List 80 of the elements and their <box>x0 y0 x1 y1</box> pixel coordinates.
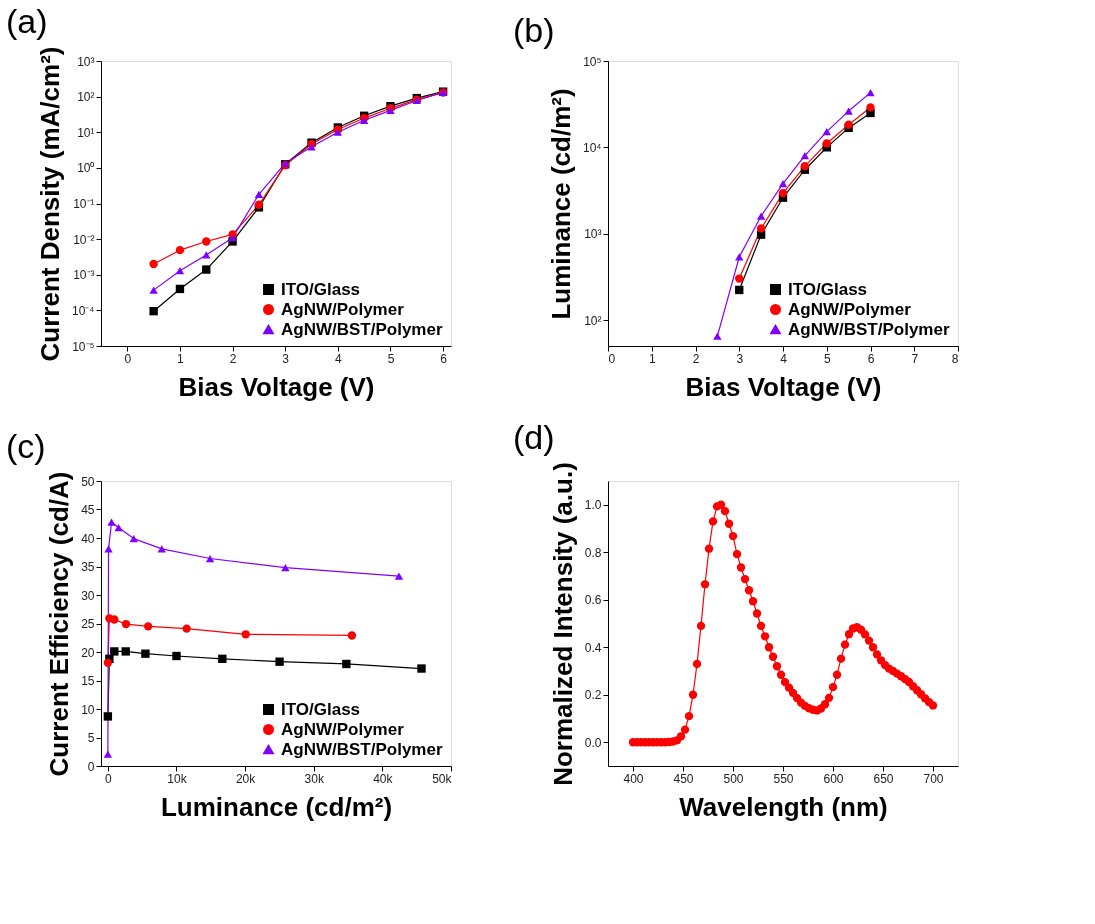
x-axis-title: Wavelength (nm) <box>679 791 888 822</box>
y-tick-label: 15 <box>81 674 95 688</box>
y-axis-title: Luminance (cd/m²) <box>546 88 576 320</box>
y-tick-label: 10⁴ <box>582 140 602 155</box>
legend-label: AgNW/BST/Polymer <box>788 319 950 339</box>
x-tick-label: 600 <box>823 771 844 786</box>
y-tick-label: 10¹ <box>77 125 95 140</box>
legend-label: ITO/Glass <box>281 699 361 719</box>
chart-title: (c) <box>6 427 46 466</box>
y-tick-label: 50 <box>81 474 95 489</box>
x-tick-label: 3 <box>736 351 744 366</box>
legend-label: ITO/Glass <box>281 279 361 299</box>
x-tick-label: 700 <box>923 771 944 786</box>
y-tick-label: 0.8 <box>584 545 602 560</box>
legend-label: AgNW/BST/Polymer <box>281 319 443 339</box>
x-tick-label: 20k <box>235 771 257 786</box>
y-tick-label: 35 <box>81 560 95 574</box>
y-axis-title: Current Density (mA/cm²) <box>35 46 65 362</box>
chart-title: (d) <box>513 417 555 456</box>
x-tick-label: 450 <box>673 771 694 786</box>
y-tick-label: 10³ <box>77 54 95 69</box>
y-tick-label: 10² <box>77 90 95 105</box>
x-axis-title: Bias Voltage (V) <box>685 371 882 402</box>
y-tick-label: 10⁵ <box>583 54 602 69</box>
y-tick-label: 5 <box>87 731 95 745</box>
x-tick-label: 6 <box>440 351 448 366</box>
x-tick-label: 8 <box>951 351 959 366</box>
legend-label: ITO/Glass <box>788 279 868 299</box>
x-axis-title: Luminance (cd/m²) <box>160 791 393 822</box>
x-tick-label: 10k <box>167 771 188 786</box>
x-tick-label: 5 <box>387 351 395 366</box>
x-tick-label: 6 <box>867 351 875 366</box>
y-tick-label: 1.0 <box>584 498 602 513</box>
x-tick-label: 7 <box>911 351 919 366</box>
y-tick-label: 10³ <box>584 227 602 242</box>
x-tick-label: 1 <box>177 351 185 366</box>
x-tick-label: 0 <box>124 351 132 366</box>
y-tick-label: 0.6 <box>584 593 602 608</box>
x-tick-label: 550 <box>773 771 794 786</box>
y-tick-label: 45 <box>81 503 95 517</box>
y-tick-label: 0 <box>87 759 95 774</box>
y-axis-title: Current Efficiency (cd/A) <box>44 471 75 777</box>
x-tick-label: 2 <box>692 351 700 366</box>
x-tick-label: 50k <box>432 771 453 786</box>
y-axis-title: Normalized Intensity (a.u.) <box>547 462 578 786</box>
x-tick-label: 500 <box>723 771 744 786</box>
legend-label: AgNW/Polymer <box>788 299 912 319</box>
y-tick-label: 10⁰ <box>77 161 95 176</box>
y-tick-label: 40 <box>81 531 95 546</box>
y-tick-label: 10⁻⁴ <box>71 303 95 318</box>
x-tick-label: 650 <box>873 771 894 786</box>
y-tick-label: 10⁻³ <box>73 268 95 283</box>
x-axis-title: Bias Voltage (V) <box>178 371 375 402</box>
chart-title: (b) <box>513 11 555 49</box>
x-tick-label: 1 <box>648 351 656 366</box>
y-tick-label: 30 <box>81 588 95 603</box>
legend-label: AgNW/Polymer <box>281 299 405 319</box>
chart-title: (a) <box>6 2 48 41</box>
y-tick-label: 25 <box>81 617 95 631</box>
x-tick-label: 2 <box>229 351 237 366</box>
y-tick-label: 10⁻² <box>73 232 95 247</box>
x-tick-label: 3 <box>282 351 290 366</box>
y-tick-label: 0.0 <box>584 735 602 750</box>
x-tick-label: 5 <box>823 351 831 366</box>
x-tick-label: 4 <box>335 351 342 366</box>
y-tick-label: 10² <box>584 313 602 328</box>
y-tick-label: 0.2 <box>584 688 602 703</box>
x-tick-label: 0 <box>608 351 616 366</box>
x-tick-label: 0 <box>105 771 113 786</box>
x-tick-label: 4 <box>780 351 788 366</box>
legend-label: AgNW/Polymer <box>281 719 405 739</box>
x-tick-label: 40k <box>373 771 394 786</box>
y-tick-label: 10⁻⁵ <box>72 339 95 354</box>
y-tick-label: 20 <box>81 645 95 660</box>
x-tick-label: 30k <box>304 771 325 786</box>
y-tick-label: 0.4 <box>584 640 602 655</box>
x-tick-label: 400 <box>623 771 644 786</box>
y-tick-label: 10 <box>81 702 95 717</box>
y-tick-label: 10⁻¹ <box>73 197 95 211</box>
legend-label: AgNW/BST/Polymer <box>281 739 443 759</box>
